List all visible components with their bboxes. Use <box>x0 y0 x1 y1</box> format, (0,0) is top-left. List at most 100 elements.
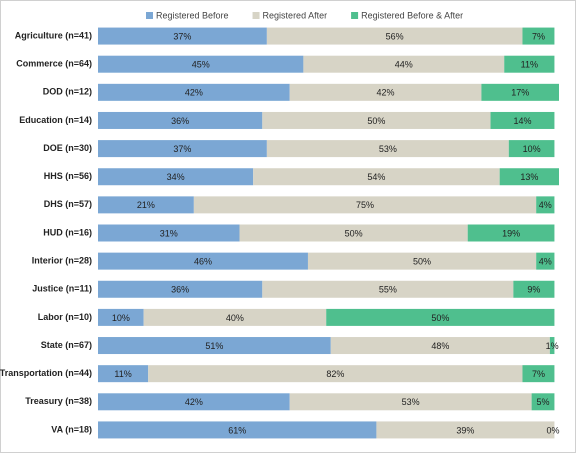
value-label: 37% <box>173 144 191 154</box>
value-label: 9% <box>527 285 540 295</box>
bar-segment <box>262 280 514 298</box>
value-label: 0% <box>546 425 559 435</box>
bar-segment <box>98 280 263 298</box>
category-label: Education (n=14) <box>19 115 92 125</box>
bar-segment <box>143 308 327 326</box>
value-label: 11% <box>521 60 538 70</box>
bar-segment <box>266 140 509 158</box>
value-label: 50% <box>431 313 449 323</box>
bar-segment <box>326 308 555 326</box>
value-label: 10% <box>112 313 130 323</box>
legend-label: Registered Before & After <box>361 10 463 20</box>
value-label: 5% <box>537 397 550 407</box>
value-label: 17% <box>511 88 529 98</box>
category-label: Transportation (n=44) <box>0 368 92 378</box>
bar-segment <box>490 111 555 129</box>
category-label: HHS (n=56) <box>44 171 92 181</box>
legend-label: Registered After <box>263 10 328 20</box>
bar-segment <box>98 252 308 270</box>
value-label: 36% <box>171 116 189 126</box>
bar-segment <box>253 168 500 186</box>
bar-segment <box>148 365 523 383</box>
category-label: DOE (n=30) <box>43 143 92 153</box>
bar-segment <box>508 140 555 158</box>
value-label: 45% <box>192 60 210 70</box>
value-label: 48% <box>431 341 449 351</box>
value-label: 11% <box>114 369 131 379</box>
bar-segment <box>98 55 304 73</box>
value-label: 50% <box>413 257 431 267</box>
bar-segment <box>193 196 537 214</box>
category-label: Labor (n=10) <box>38 312 92 322</box>
bar-segment <box>98 27 267 45</box>
value-label: 39% <box>456 425 474 435</box>
bar-segment <box>376 421 555 439</box>
bar-segment <box>98 196 194 214</box>
legend-swatch <box>351 12 359 19</box>
bar-segment <box>481 83 559 101</box>
legend-label: Registered Before <box>156 10 229 20</box>
value-label: 54% <box>367 172 385 182</box>
value-label: 46% <box>194 257 212 267</box>
value-label: 10% <box>523 144 541 154</box>
bar-segment <box>289 393 532 411</box>
value-label: 21% <box>137 200 155 210</box>
value-label: 7% <box>532 369 545 379</box>
bar-segment <box>307 252 537 270</box>
bar-segment <box>513 280 555 298</box>
value-label: 1% <box>546 341 559 351</box>
legend-swatch <box>146 12 153 19</box>
category-label: VA (n=18) <box>51 424 92 434</box>
bar-segment <box>266 27 523 45</box>
value-label: 42% <box>377 88 395 98</box>
bar-segment <box>262 111 491 129</box>
category-label: Justice (n=11) <box>32 284 92 294</box>
bar-segment <box>499 168 559 186</box>
value-label: 82% <box>326 369 344 379</box>
bar-segment <box>531 393 555 411</box>
bar-segment <box>303 55 505 73</box>
bar-segment <box>289 83 482 101</box>
bar-segment <box>98 365 149 383</box>
bar-segment <box>522 365 555 383</box>
category-label: HUD (n=16) <box>43 227 92 237</box>
category-label: Agriculture (n=41) <box>15 30 92 40</box>
bar-segment <box>98 140 267 158</box>
bar-segment <box>98 111 263 129</box>
value-label: 75% <box>356 200 374 210</box>
value-label: 13% <box>520 172 538 182</box>
value-label: 36% <box>171 285 189 295</box>
bar-segment <box>98 421 377 439</box>
value-label: 37% <box>173 31 191 41</box>
value-label: 7% <box>532 31 545 41</box>
value-label: 42% <box>185 88 203 98</box>
category-label: Commerce (n=64) <box>16 59 92 69</box>
bar-segment <box>536 252 555 270</box>
value-label: 14% <box>513 116 531 126</box>
value-label: 19% <box>502 228 520 238</box>
value-label: 42% <box>185 397 203 407</box>
bar-segment <box>98 393 290 411</box>
value-label: 53% <box>379 144 397 154</box>
bar-segment <box>467 224 555 242</box>
category-label: Treasury (n=38) <box>25 396 92 406</box>
bar-segment <box>98 83 290 101</box>
bar-segment <box>98 168 254 186</box>
value-label: 50% <box>345 228 363 238</box>
legend-swatch <box>252 12 260 19</box>
value-label: 4% <box>539 257 552 267</box>
bar-segment <box>536 196 555 214</box>
value-label: 40% <box>226 313 244 323</box>
bar-segment <box>330 337 550 355</box>
category-label: DHS (n=57) <box>44 199 92 209</box>
value-label: 53% <box>402 397 420 407</box>
value-label: 56% <box>386 31 404 41</box>
value-label: 4% <box>539 200 552 210</box>
bar-segment <box>98 224 240 242</box>
bar-segment <box>522 27 555 45</box>
category-label: State (n=67) <box>41 340 92 350</box>
value-label: 34% <box>167 172 185 182</box>
value-label: 51% <box>205 341 223 351</box>
bar-segment <box>504 55 555 73</box>
